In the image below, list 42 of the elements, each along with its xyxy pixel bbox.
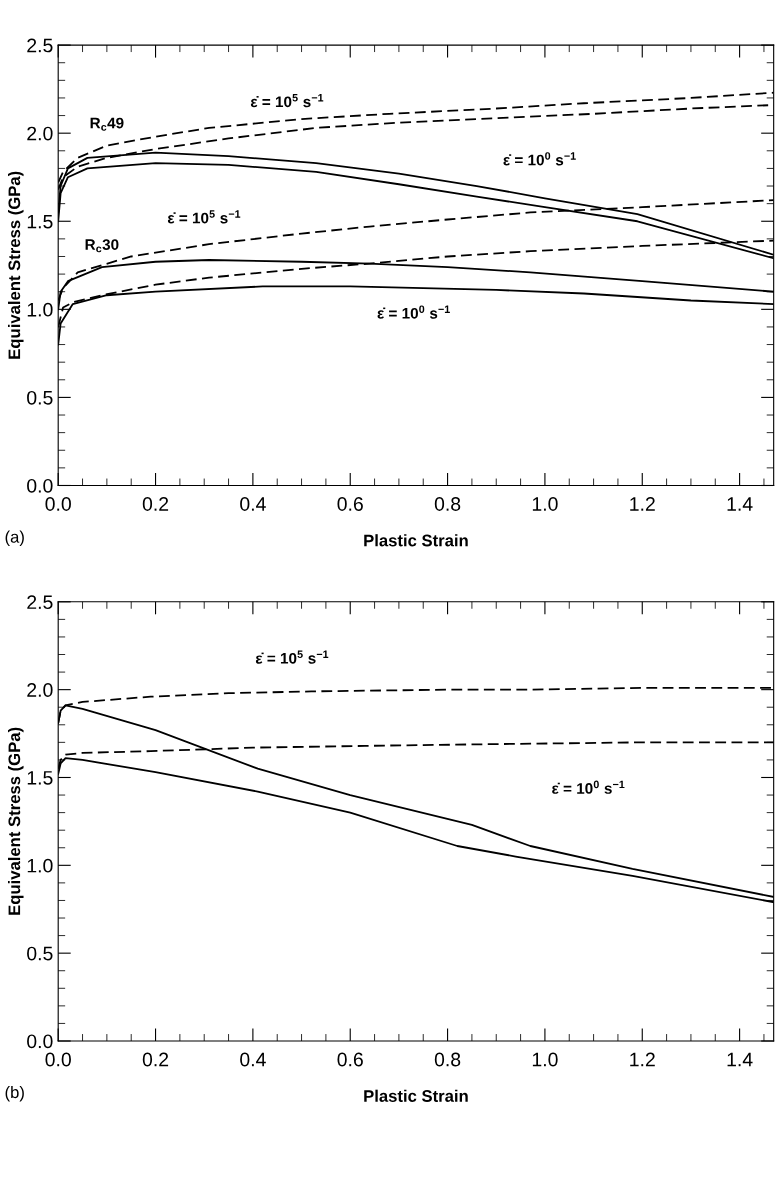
y-tick-label: 0.0 [27, 1034, 53, 1049]
annotation: R$_{c}$30 [85, 239, 119, 253]
x-tick-label: 1.0 [532, 1052, 558, 1067]
x-tick-label: 0.4 [240, 1052, 266, 1067]
y-axis-title: Equivalent Stress (GPa) [8, 171, 24, 359]
y-tick-label: 0.5 [27, 390, 53, 405]
x-tick-label: 0.4 [240, 497, 266, 511]
x-tick-label: 0.0 [45, 497, 71, 511]
annotation: R$_{c}$49 [90, 117, 124, 131]
x-tick-label: 1.2 [630, 1052, 655, 1067]
annotation: ε̇ = 10$^{0}$ s$^{−1}$ [552, 780, 625, 794]
text: (b) [5, 1085, 24, 1102]
annotation: ε̇ = 10$^{5}$ s$^{−1}$ [250, 94, 324, 108]
x-tick-label: 1.2 [630, 497, 655, 511]
x-tick-label: 0.0 [45, 1052, 71, 1067]
y-tick-label: 2.5 [27, 595, 53, 610]
y-tick-label: 2.0 [27, 683, 53, 697]
annotation: ε̇ = 10$^{5}$ s$^{−1}$ [167, 210, 241, 224]
x-tick-label: 0.8 [434, 1052, 461, 1067]
annotation: ε̇ = 10$^{0}$ s$^{−1}$ [503, 152, 576, 166]
x-tick-label: 1.4 [727, 497, 753, 511]
x-tick-label: 0.2 [142, 1052, 169, 1067]
y-tick-label: 0.0 [27, 478, 53, 493]
x-tick-label: 0.6 [337, 1052, 363, 1067]
x-axis-title: Plastic Strain [364, 534, 468, 547]
y-tick-label: 2.0 [27, 126, 53, 141]
y-tick-label: 1.5 [27, 771, 53, 785]
y-tick-label: 1.5 [27, 214, 53, 229]
x-axis-title: Plastic Strain [364, 1089, 468, 1102]
x-tick-label: 0.6 [337, 497, 363, 511]
x-tick-label: 0.8 [434, 497, 461, 511]
annotation: ε̇ = 10$^{5}$ s$^{−1}$ [255, 650, 329, 664]
x-tick-label: 1.4 [727, 1052, 753, 1067]
annotation: ε̇ = 10$^{0}$ s$^{−1}$ [377, 305, 450, 319]
y-tick-label: 1.0 [27, 302, 53, 317]
y-tick-label: 0.5 [27, 946, 53, 961]
y-tick-label: 1.0 [27, 858, 53, 873]
text: (a) [5, 530, 24, 547]
y-tick-label: 2.5 [27, 38, 53, 53]
x-tick-label: 1.0 [532, 497, 558, 511]
x-tick-label: 0.2 [142, 497, 169, 511]
y-axis-title: Equivalent Stress (GPa) [8, 727, 24, 915]
